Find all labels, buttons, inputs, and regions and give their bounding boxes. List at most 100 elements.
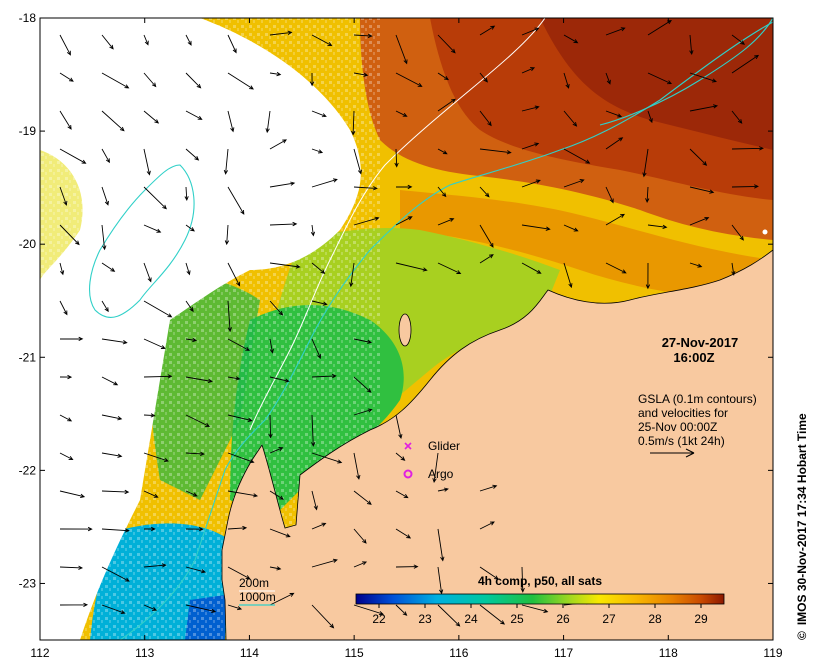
velocity-arrow xyxy=(645,186,650,204)
velocity-arrow xyxy=(143,452,169,463)
velocity-arrow xyxy=(731,110,743,124)
velocity-arrow xyxy=(731,184,759,189)
colorbar-ticks: 22 23 24 25 26 27 28 29 xyxy=(372,604,708,626)
velocity-arrow xyxy=(59,490,86,498)
gsla-note-line4: 0.5m/s (1kt 24h) xyxy=(638,434,725,448)
velocity-arrow xyxy=(101,376,119,386)
velocity-arrow xyxy=(143,300,173,318)
velocity-arrow xyxy=(479,186,490,198)
lat-tick-label: -22 xyxy=(19,463,37,477)
velocity-arrow xyxy=(310,224,316,237)
velocity-arrow xyxy=(269,566,282,571)
velocity-arrow xyxy=(269,221,298,227)
velocity-arrow xyxy=(101,604,126,615)
velocity-arrow xyxy=(479,224,494,248)
velocity-arrow xyxy=(437,262,462,274)
velocity-arrow xyxy=(731,146,764,151)
velocity-arrow xyxy=(520,566,525,593)
velocity-arrow xyxy=(432,452,439,484)
velocity-arrow xyxy=(144,526,156,532)
velocity-arrow xyxy=(395,490,409,499)
colorbar-tick-label: 26 xyxy=(556,612,570,626)
velocity-arrow xyxy=(395,452,406,461)
velocity-arrow xyxy=(645,262,651,290)
lat-tick-label: -21 xyxy=(19,350,37,364)
velocity-arrow xyxy=(521,27,540,36)
velocity-arrow xyxy=(143,224,162,233)
velocity-arrow xyxy=(353,561,368,568)
velocity-arrow xyxy=(731,262,736,276)
velocity-arrow xyxy=(605,27,626,36)
velocity-arrow xyxy=(395,184,413,190)
velocity-arrow xyxy=(479,25,496,36)
velocity-arrow xyxy=(143,186,167,210)
colorbar-tick-label: 22 xyxy=(372,612,386,626)
lon-tick-label: 113 xyxy=(135,646,154,660)
velocity-arrow xyxy=(311,604,335,629)
velocity-arrow xyxy=(437,217,455,226)
velocity-arrow xyxy=(395,262,428,272)
velocity-arrow xyxy=(395,72,423,87)
velocity-arrow xyxy=(227,604,243,611)
velocity-arrow xyxy=(227,490,259,498)
velocity-arrow xyxy=(479,148,512,155)
isobath-1000m-north xyxy=(599,18,773,126)
velocity-arrow xyxy=(311,490,318,511)
velocity-arrow xyxy=(353,216,380,226)
velocity-arrow xyxy=(269,376,290,383)
colorbar-tick-label: 27 xyxy=(602,612,616,626)
velocity-arrow xyxy=(265,110,271,134)
velocity-arrow xyxy=(311,373,337,379)
velocity-arrow xyxy=(479,566,499,580)
velocity-arrow xyxy=(479,521,495,530)
velocity-arrow xyxy=(184,186,189,202)
velocity-arrow xyxy=(689,262,703,268)
velocity-arrow xyxy=(479,254,494,264)
velocity-arrow xyxy=(311,452,343,464)
velocity-arrow xyxy=(311,338,321,360)
velocity-arrow xyxy=(268,414,273,439)
velocity-arrow xyxy=(59,110,72,130)
velocity-arrow xyxy=(563,262,573,289)
argo-marker xyxy=(403,469,413,479)
velocity-arrow xyxy=(437,487,449,492)
velocity-arrow xyxy=(642,148,649,178)
velocity-arrow xyxy=(605,137,624,150)
velocity-arrow xyxy=(185,337,198,343)
colorbar-tick-label: 24 xyxy=(464,612,478,626)
velocity-arrow xyxy=(437,528,445,562)
velocity-arrow xyxy=(605,110,623,118)
velocity-arrow xyxy=(351,110,356,136)
velocity-arrow xyxy=(269,447,284,454)
velocity-scale-arrow xyxy=(650,448,695,458)
velocity-arrow xyxy=(605,262,627,274)
velocity-arrow xyxy=(605,72,611,85)
lon-tick-label: 112 xyxy=(30,646,49,660)
velocity-arrow xyxy=(353,186,378,191)
velocity-arrow xyxy=(143,563,167,568)
velocity-arrow xyxy=(223,148,229,175)
isobath-200m-label: 200m xyxy=(239,576,269,590)
velocity-arrow xyxy=(349,262,355,288)
velocity-arrow xyxy=(647,110,653,124)
velocity-arrow xyxy=(269,181,296,188)
velocity-arrow xyxy=(521,142,540,150)
velocity-arrow xyxy=(269,30,293,36)
velocity-arrow xyxy=(269,592,295,606)
velocity-arrow xyxy=(59,526,93,532)
credit-text: © IMOS 30-Nov-2017 17:34 Hobart Time xyxy=(795,413,809,640)
velocity-arrow xyxy=(185,414,210,427)
velocity-arrow xyxy=(227,110,235,133)
velocity-arrow xyxy=(353,604,384,616)
velocity-arrow xyxy=(311,110,327,118)
velocity-arrow xyxy=(311,262,326,274)
velocity-arrow xyxy=(605,186,614,204)
velocity-arrow xyxy=(353,408,373,416)
lon-tick-label: 119 xyxy=(763,646,782,660)
isobath-1000m xyxy=(119,21,773,640)
velocity-arrow xyxy=(101,224,107,251)
velocity-arrow xyxy=(269,528,291,538)
velocity-arrow xyxy=(353,72,369,77)
isobath-200m xyxy=(249,18,546,431)
velocity-arrow xyxy=(227,376,241,381)
